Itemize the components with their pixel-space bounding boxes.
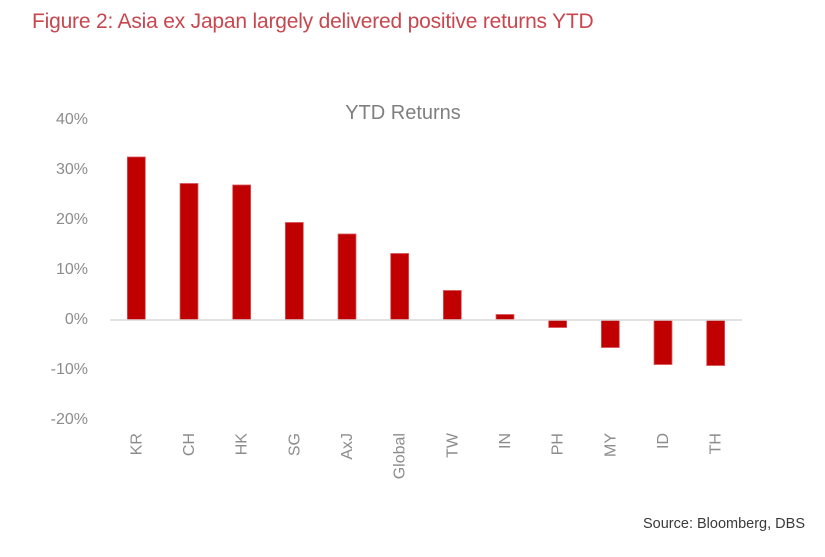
bar-th [706, 319, 726, 366]
bar-id [653, 319, 673, 365]
figure-title: Figure 2: Asia ex Japan largely delivere… [32, 10, 594, 33]
y-tick-label: -20% [51, 411, 88, 428]
bar-in [495, 314, 515, 321]
x-tick-label: HK [234, 433, 251, 456]
x-tick-label: KR [128, 433, 145, 455]
y-tick-label: -10% [51, 361, 88, 378]
x-tick-label: TW [444, 432, 461, 458]
x-tick-label: IN [497, 433, 514, 449]
y-tick-label: 0% [65, 311, 88, 328]
bar-ch [179, 183, 199, 321]
bar-kr [126, 156, 146, 321]
chart-title: YTD Returns [345, 102, 461, 124]
bar-ph [548, 319, 568, 328]
x-tick-label: MY [602, 433, 619, 457]
x-tick-label: AxJ [339, 433, 356, 460]
x-tick-label: SG [286, 433, 303, 456]
y-tick-label: 30% [56, 161, 88, 178]
bar-hk [232, 184, 252, 321]
x-tick-label: Global [392, 433, 409, 479]
x-tick-label: ID [655, 433, 672, 449]
y-tick-label: 20% [56, 211, 88, 228]
bar-tw [442, 290, 462, 321]
source-note: Source: Bloomberg, DBS [643, 516, 805, 532]
bar-global [390, 253, 410, 321]
bar-axj [337, 233, 357, 321]
bar-sg [284, 222, 304, 321]
y-tick-label: 10% [56, 261, 88, 278]
x-axis-labels: KR CH HK SG AxJ Global TW IN PH MY ID TH [128, 432, 724, 479]
x-tick-label: CH [181, 433, 198, 456]
bar-my [600, 319, 620, 348]
x-tick-label: PH [550, 433, 567, 455]
bars [126, 156, 726, 366]
x-tick-label: TH [708, 433, 725, 454]
y-axis-ticks: 40% 30% 20% 10% 0% -10% -20% [51, 111, 88, 428]
y-tick-label: 40% [56, 111, 88, 128]
